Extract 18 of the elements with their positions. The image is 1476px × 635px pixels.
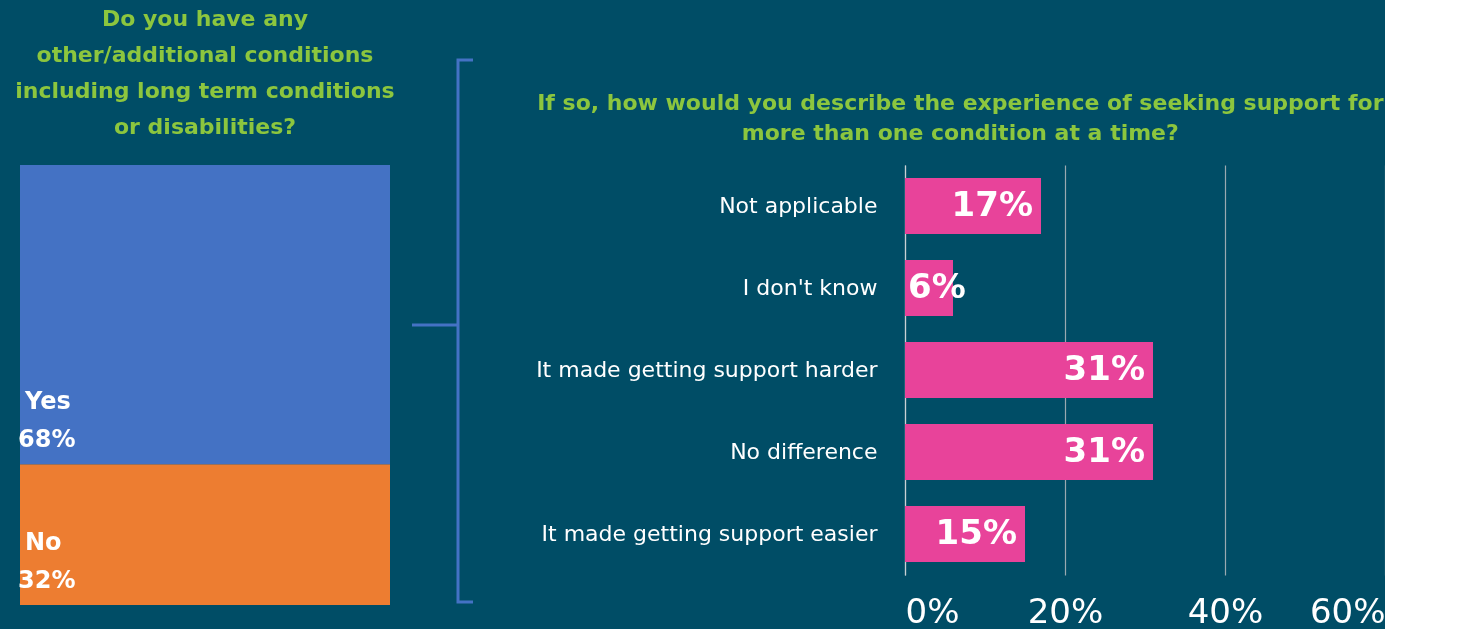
- chart-title: Do you have any other/additional conditions including long term conditions or disabilities?: [15, 6, 395, 139]
- chart-title: If so, how would you describe the experience of seeking support for more than one condition at a time?: [537, 90, 1384, 145]
- y-tick-label: I don't know: [742, 275, 878, 300]
- data-label: 31%: [1063, 430, 1145, 470]
- x-tick-label: 40%: [1187, 590, 1264, 631]
- x-tick-label: 60%: [1309, 590, 1386, 631]
- series-label: Yes: [24, 387, 71, 416]
- x-tick-label: 20%: [1027, 590, 1104, 631]
- y-tick-label: No difference: [730, 439, 878, 464]
- y-tick-label: It made getting support easier: [541, 521, 879, 546]
- data-label: 68%: [18, 425, 76, 454]
- data-label: 15%: [935, 512, 1017, 552]
- data-label: 17%: [951, 184, 1033, 224]
- x-tick-label: 0%: [905, 590, 960, 631]
- data-label: 31%: [1063, 348, 1145, 388]
- y-tick-label: It made getting support harder: [536, 357, 879, 382]
- series-label: No: [25, 528, 62, 556]
- y-tick-label: Not applicable: [719, 193, 878, 218]
